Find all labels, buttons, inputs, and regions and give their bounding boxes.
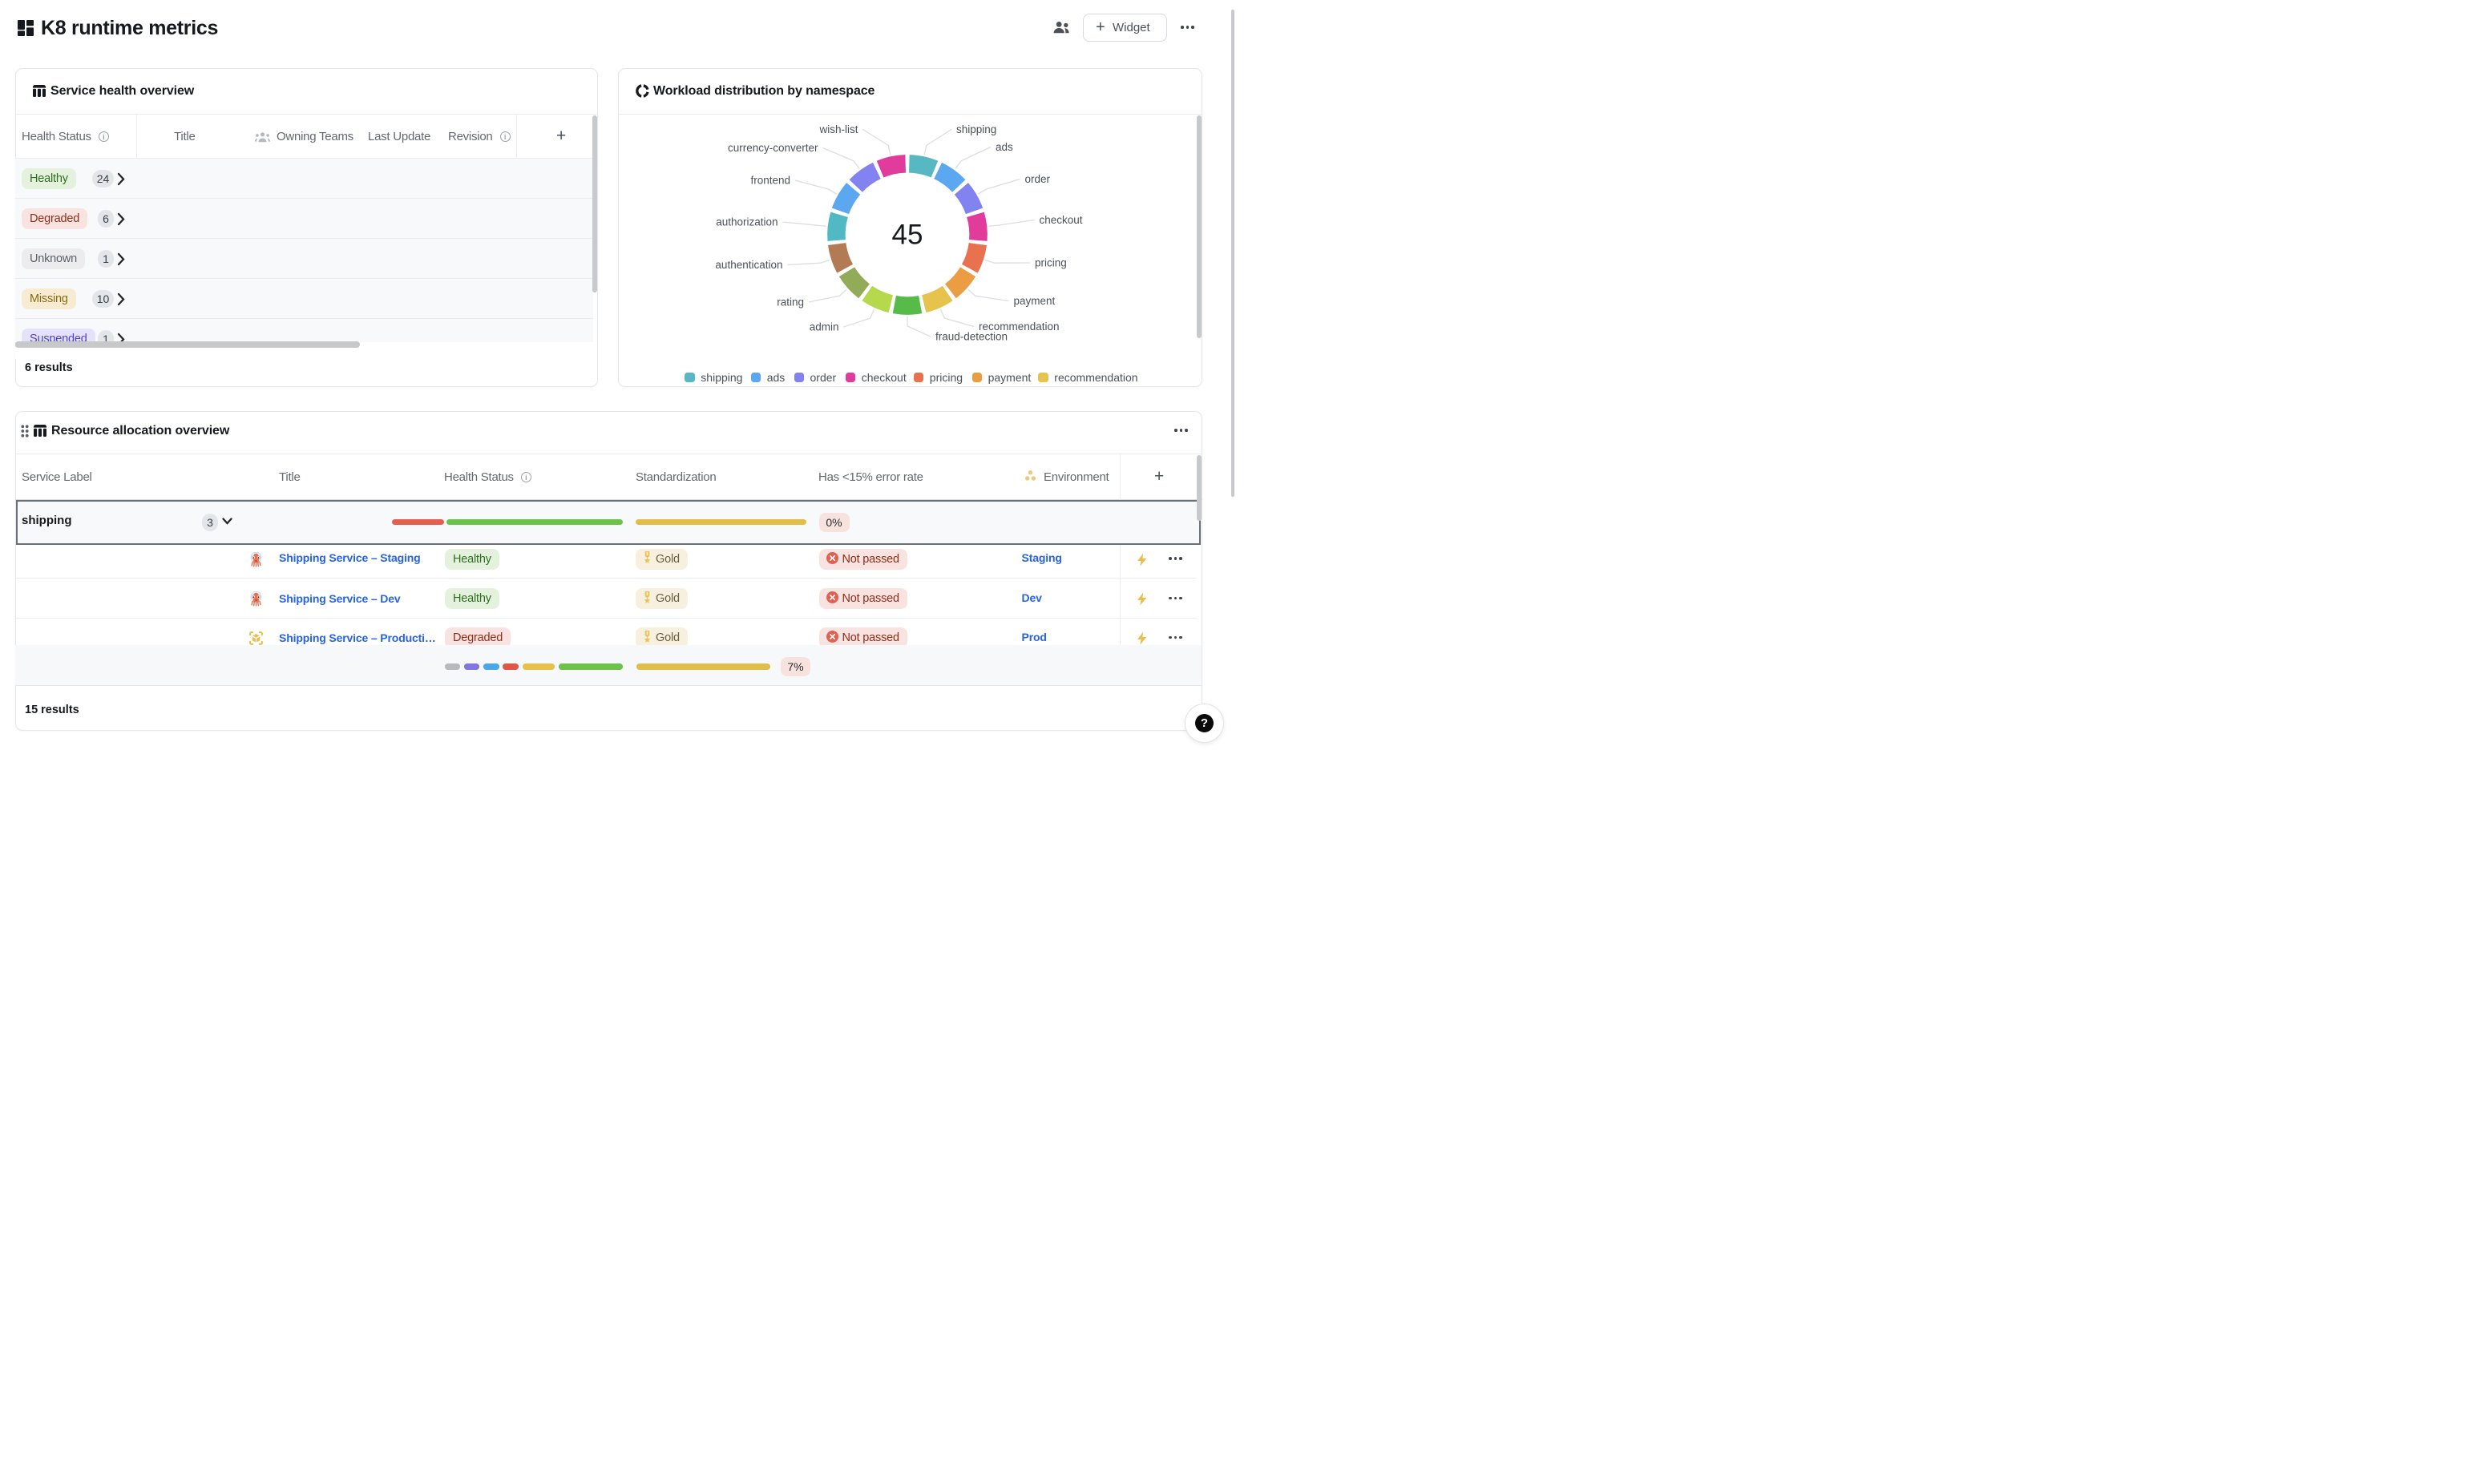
svg-text:admin: admin <box>810 321 839 333</box>
svg-text:shipping: shipping <box>956 123 996 135</box>
svg-text:frontend: frontend <box>750 175 790 187</box>
svg-text:order: order <box>1025 173 1051 185</box>
svg-text:fraud-detection: fraud-detection <box>935 331 1008 343</box>
svg-text:ads: ads <box>996 141 1013 153</box>
svg-text:authorization: authorization <box>716 216 778 228</box>
svg-text:wish-list: wish-list <box>818 123 858 135</box>
svg-text:rating: rating <box>777 296 804 308</box>
svg-text:recommendation: recommendation <box>979 321 1060 333</box>
svg-text:45: 45 <box>892 220 923 251</box>
svg-text:payment: payment <box>1014 295 1056 307</box>
svg-text:pricing: pricing <box>1035 257 1067 269</box>
svg-text:currency-converter: currency-converter <box>728 142 818 154</box>
svg-text:authentication: authentication <box>715 259 782 271</box>
svg-text:checkout: checkout <box>1040 214 1083 226</box>
